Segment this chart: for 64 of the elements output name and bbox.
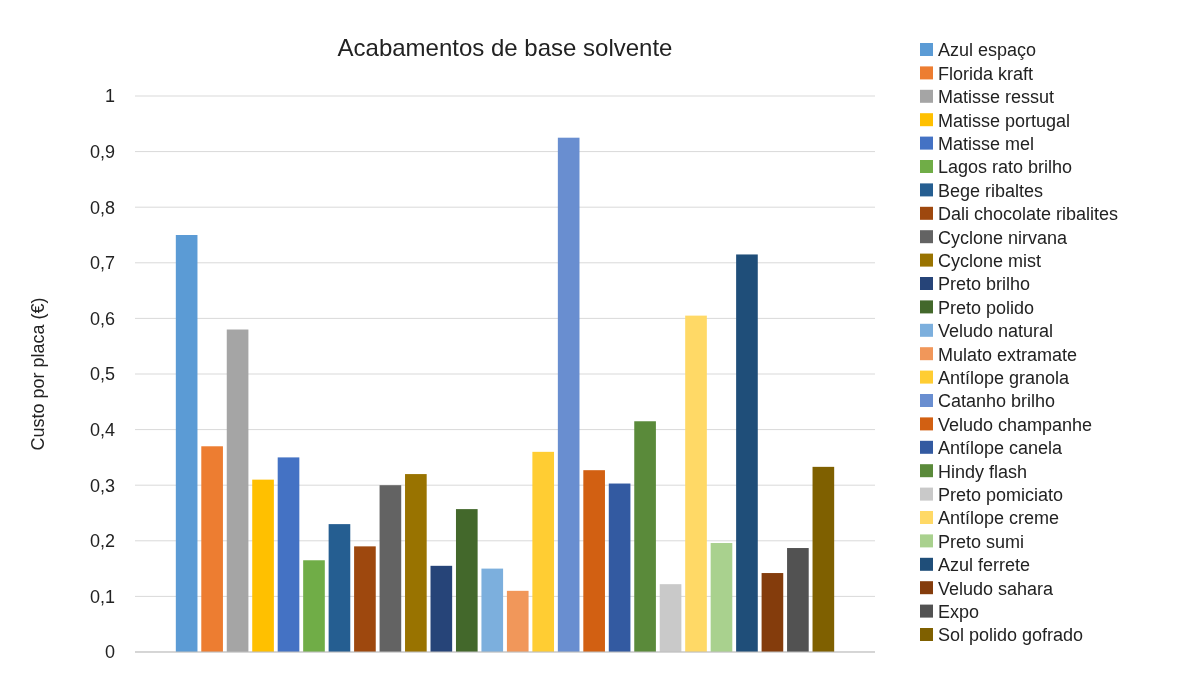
bar [201, 446, 223, 652]
bar [761, 573, 784, 652]
y-tick-label: 0,2 [89, 531, 115, 552]
bar [787, 548, 809, 652]
y-tick-label: 0,6 [89, 308, 115, 329]
bar [583, 470, 605, 652]
bar [608, 483, 631, 652]
legend-label: Antílope granola [938, 367, 1071, 388]
legend-label: Bege ribaltes [938, 180, 1044, 201]
bar [379, 485, 402, 652]
legend-label: Sol polido gofrado [938, 625, 1084, 646]
y-tick-label: 0,1 [89, 586, 115, 607]
legend-label: Lagos rato brilho [938, 157, 1073, 178]
legend-label: Azul espaço [938, 40, 1037, 61]
y-tick-label: 0,3 [89, 475, 115, 496]
bar [277, 457, 300, 652]
y-axis-title: Custo por placa (€) [28, 297, 48, 451]
legend-label: Matisse portugal [938, 110, 1071, 131]
chart-title: Acabamentos de base solvente [337, 34, 673, 61]
legend-label: Mulato extramate [938, 344, 1078, 365]
legend-label: Hindy flash [938, 461, 1028, 482]
legend-label: Matisse ressut [938, 87, 1055, 108]
bar [175, 235, 198, 652]
bar [481, 568, 504, 652]
y-tick-label: 0,7 [89, 253, 115, 274]
bar [226, 329, 249, 652]
legend-label: Antílope creme [938, 508, 1060, 529]
bar [430, 565, 453, 652]
bar [812, 466, 835, 652]
bar [328, 524, 351, 652]
bar [557, 137, 580, 652]
legend-label: Dali chocolate ribalites [938, 204, 1119, 225]
bar [685, 315, 707, 652]
y-tick-label: 0,9 [89, 141, 115, 162]
legend-label: Preto pomiciato [938, 484, 1064, 505]
legend-label: Expo [938, 601, 980, 622]
bar [506, 590, 529, 652]
legend-label: Cyclone mist [938, 250, 1042, 271]
legend-label: Antílope canela [938, 438, 1064, 459]
y-tick-label: 0 [104, 642, 115, 663]
legend-label: Veludo champanhe [938, 414, 1093, 435]
legend-label: Veludo sahara [938, 578, 1055, 599]
legend-label: Veludo natural [938, 321, 1054, 342]
bar [354, 546, 376, 652]
legend-label: Cyclone nirvana [938, 227, 1069, 248]
bar [634, 421, 656, 652]
y-tick-label: 1 [104, 86, 115, 107]
legend-label: Matisse mel [938, 133, 1035, 154]
bar [532, 451, 555, 652]
bar [252, 479, 274, 652]
legend-label: Florida kraft [938, 63, 1034, 84]
y-tick-label: 0,8 [89, 197, 115, 218]
bar [710, 543, 733, 652]
y-tick-label: 0,4 [89, 419, 115, 440]
bar [303, 560, 325, 652]
y-tick-label: 0,5 [89, 364, 115, 385]
legend-label: Preto brilho [938, 274, 1031, 295]
legend-label: Catanho brilho [938, 391, 1056, 412]
legend-label: Preto sumi [938, 531, 1025, 552]
bar [405, 474, 427, 652]
legend-label: Preto polido [938, 297, 1035, 318]
bar [736, 254, 758, 652]
bar [455, 509, 478, 652]
legend-label: Azul ferrete [938, 555, 1031, 576]
